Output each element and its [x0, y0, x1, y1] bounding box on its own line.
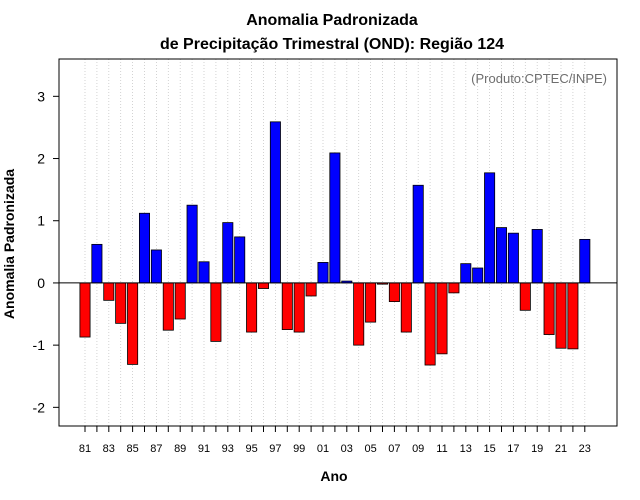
bar-1998 [281, 282, 293, 330]
y-tick-label: -1 [33, 337, 46, 353]
x-tick-label: 01 [317, 443, 329, 455]
bar-2016 [495, 227, 507, 284]
bar-2012 [448, 282, 460, 294]
y-tick-label: 1 [37, 213, 45, 229]
bar-2018 [519, 282, 531, 311]
x-tick-label: 15 [483, 443, 495, 455]
bar-2004 [353, 282, 365, 346]
x-tick-label: 99 [293, 443, 305, 455]
bar-1992 [210, 282, 222, 342]
bar-2014 [472, 267, 484, 284]
bar-2008 [400, 282, 412, 333]
x-tick-label: 23 [579, 443, 591, 455]
x-tick-label: 81 [79, 443, 91, 455]
bar-2023 [579, 238, 591, 284]
bar-2001 [317, 262, 329, 284]
bar-2009 [412, 184, 424, 284]
x-axis-label: Ano [320, 468, 347, 484]
bar-1986 [138, 212, 150, 284]
bar-2019 [531, 229, 543, 284]
bar-1981 [79, 282, 91, 338]
bar-1988 [162, 282, 174, 331]
bar-1994 [234, 236, 246, 284]
x-tick-label: 87 [150, 443, 162, 455]
x-tick-label: 97 [269, 443, 281, 455]
plot-frame [58, 58, 618, 427]
x-tick-label: 85 [126, 443, 138, 455]
bar-2013 [460, 263, 472, 284]
bar-1991 [198, 261, 210, 284]
x-tick-label: 93 [222, 443, 234, 455]
y-tick-label: 3 [37, 88, 45, 104]
credit-text: (Produto:CPTEC/INPE) [471, 71, 607, 86]
y-tick-label: 2 [37, 151, 45, 167]
x-tick-label: 09 [412, 443, 424, 455]
x-tick-label: 21 [555, 443, 567, 455]
bar-1993 [222, 222, 234, 284]
bar-1999 [293, 282, 305, 333]
bar-1995 [246, 282, 258, 333]
x-tick-label: 13 [460, 443, 472, 455]
chart-title-line2: de Precipitação Trimestral (OND): Região… [160, 36, 504, 53]
bar-1997 [269, 121, 281, 284]
bar-1982 [91, 243, 103, 284]
y-axis-label: Anomalia Padronizada [1, 169, 17, 319]
bar-1987 [150, 249, 162, 284]
bar-1983 [103, 282, 115, 301]
bar-2011 [436, 282, 448, 355]
x-tick-label: 89 [174, 443, 186, 455]
bar-1990 [186, 204, 198, 284]
y-axis: -2 -1 0 1 2 3 [33, 88, 59, 415]
x-tick-label: 83 [103, 443, 115, 455]
x-tick-label: 91 [198, 443, 210, 455]
x-tick-label: 03 [341, 443, 353, 455]
x-tick-label: 05 [364, 443, 376, 455]
bar-2007 [388, 282, 400, 302]
x-tick-label: 11 [436, 443, 447, 455]
x-tick-label: 07 [388, 443, 400, 455]
bar-2020 [543, 282, 555, 335]
bar-2021 [555, 282, 567, 349]
bar-2000 [305, 282, 317, 297]
bar-2015 [484, 172, 496, 284]
y-tick-label: -2 [33, 399, 46, 415]
bar-1984 [115, 282, 127, 324]
x-tick-label: 95 [245, 443, 257, 455]
y-tick-label: 0 [37, 275, 45, 291]
bars [79, 121, 591, 366]
bar-2022 [567, 282, 579, 350]
bar-1985 [127, 282, 139, 365]
chart-title-line1: Anomalia Padronizada [246, 12, 418, 29]
bar-1989 [174, 282, 186, 320]
bar-2017 [507, 232, 519, 284]
x-tick-label: 17 [507, 443, 519, 455]
bar-2002 [329, 152, 341, 284]
bar-2005 [365, 282, 377, 323]
x-tick-label: 19 [531, 443, 543, 455]
x-axis: 81 83 85 87 89 91 93 95 97 99 01 03 05 07 09 11 13 15 17 19… [79, 426, 591, 455]
bar-1996 [257, 282, 269, 289]
bar-2010 [424, 282, 436, 366]
